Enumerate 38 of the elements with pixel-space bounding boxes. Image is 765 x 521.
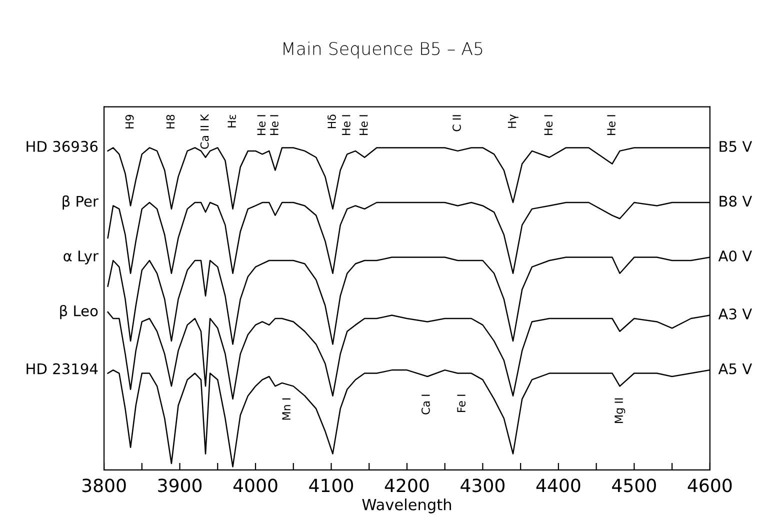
text: He I [607, 115, 616, 135]
annotation: Ca II K [200, 114, 209, 149]
x-tick-label: 3800 [82, 478, 126, 492]
annotation: Mg II [614, 398, 626, 423]
series-label: α Lyr [64, 250, 98, 264]
x-tick-label: 4100 [309, 478, 354, 492]
series-label: β Per [62, 195, 98, 210]
text: He I [270, 115, 278, 135]
text: Hε [228, 114, 236, 128]
annotation: Mn I [282, 398, 290, 420]
annotation: Ca I [421, 394, 430, 414]
text: He I [257, 115, 266, 135]
x-tick-label: 4200 [384, 478, 429, 492]
text: He I [360, 115, 368, 135]
text: H8 [166, 114, 175, 128]
text: He I [544, 115, 553, 135]
x-tick-label: 3900 [158, 478, 202, 492]
text: C II [452, 115, 461, 132]
text: Hδ [328, 114, 336, 128]
text: A3 V [718, 308, 752, 320]
text: A5 V [718, 363, 752, 374]
series-label: HD 23194 [26, 363, 98, 374]
chart-title: Main Sequence B5 – A5 [284, 42, 482, 58]
annotation: Fe I [457, 394, 466, 412]
text: H9 [125, 114, 134, 128]
x-axis-title: Wavelength [362, 498, 451, 514]
series-label: β Leo [60, 304, 98, 320]
x-tick-label: 4300 [460, 478, 504, 492]
text: He I [342, 115, 350, 135]
text: B8 V [720, 196, 752, 207]
x-tick-label: 4000 [233, 478, 278, 492]
text: B5 V [720, 141, 752, 152]
text: A0 V [718, 250, 752, 262]
x-tick-label: 4600 [688, 478, 732, 492]
series-label: HD 36936 [26, 140, 98, 152]
x-tick-label: 4500 [612, 478, 656, 492]
text: Hγ [508, 114, 518, 128]
x-tick-label: 4400 [536, 478, 580, 492]
